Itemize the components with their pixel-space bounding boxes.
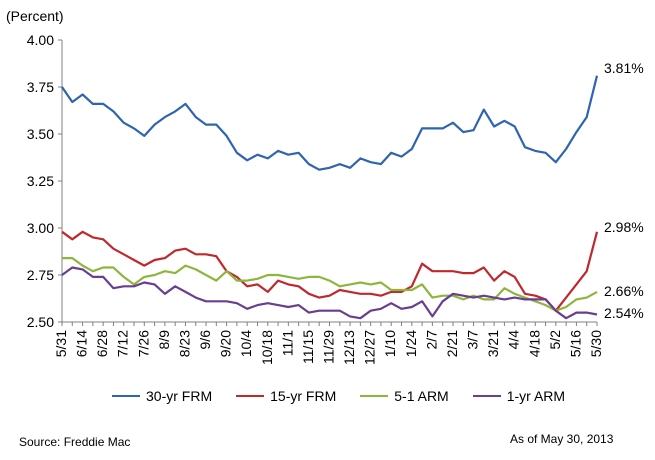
x-tick-label: 11/29 — [321, 330, 337, 364]
y-tick-label: 2.50 — [27, 314, 54, 330]
x-tick-label: 10/18 — [259, 330, 275, 365]
x-tick-label: 7/12 — [115, 330, 131, 357]
legend-item-15yr-frm: 15-yr FRM — [236, 388, 336, 404]
y-tick-label: 3.00 — [27, 220, 54, 236]
legend-swatch — [472, 395, 501, 397]
x-tick-label: 2/7 — [423, 330, 439, 350]
x-tick-label: 1/10 — [382, 330, 398, 357]
chart-legend: 30-yr FRM 15-yr FRM 5-1 ARM 1-yr ARM — [112, 388, 589, 404]
series-end-label: 3.81% — [604, 60, 644, 76]
legend-item-1yr-arm: 1-yr ARM — [472, 388, 566, 404]
series-end-label: 2.66% — [604, 283, 644, 299]
y-tick-label: 3.50 — [27, 126, 54, 142]
x-tick-label: 5/30 — [588, 330, 604, 357]
x-tick-label: 5/16 — [567, 330, 583, 357]
x-tick-label: 4/4 — [506, 330, 522, 350]
series-line — [62, 257, 598, 312]
x-tick-label: 6/14 — [74, 330, 90, 357]
x-tick-label: 5/2 — [547, 330, 563, 350]
x-tick-label: 3/21 — [485, 330, 501, 357]
legend-swatch — [236, 395, 265, 397]
x-tick-label: 7/26 — [135, 330, 151, 357]
series-end-label: 2.98% — [604, 219, 644, 235]
as-of-date: As of May 30, 2013 — [510, 432, 614, 446]
x-tick-label: 5/31 — [53, 330, 69, 357]
legend-item-30yr-frm: 30-yr FRM — [112, 388, 212, 404]
x-tick-label: 10/4 — [238, 330, 254, 357]
y-tick-label: 3.25 — [27, 173, 54, 189]
x-tick-label: 9/20 — [218, 330, 234, 357]
x-tick-label: 4/18 — [526, 330, 542, 357]
x-tick-label: 11/15 — [300, 330, 316, 364]
x-tick-label: 8/23 — [176, 330, 192, 357]
x-tick-label: 1/24 — [403, 330, 419, 357]
y-tick-label: 3.75 — [27, 79, 54, 95]
legend-swatch — [360, 395, 389, 397]
x-tick-label: 2/21 — [444, 330, 460, 357]
series-end-label: 2.54% — [604, 305, 644, 321]
x-tick-label: 12/27 — [362, 330, 378, 365]
x-tick-label: 12/13 — [341, 330, 357, 365]
x-tick-label: 6/28 — [94, 330, 110, 357]
series-line — [61, 75, 599, 171]
legend-label: 5-1 ARM — [394, 388, 449, 404]
source-note: Source: Freddie Mac — [19, 435, 131, 449]
legend-label: 30-yr FRM — [146, 388, 213, 404]
legend-item-5-1-arm: 5-1 ARM — [360, 388, 449, 404]
y-tick-label: 4.00 — [27, 32, 54, 48]
end-labels: 3.81% 2.98% 2.66% 2.54% — [604, 60, 644, 321]
x-tick-label: 9/6 — [197, 330, 213, 350]
y-axis-unit-label: (Percent) — [6, 8, 64, 24]
legend-label: 1-yr ARM — [506, 388, 566, 404]
x-tick-label: 8/9 — [156, 330, 172, 350]
legend-swatch — [112, 395, 140, 397]
y-tick-label: 2.75 — [27, 267, 54, 283]
legend-label: 15-yr FRM — [270, 388, 337, 404]
series-line — [61, 266, 598, 320]
chart-series — [61, 75, 599, 320]
series-line — [61, 230, 599, 312]
chart-axes: 4.00 3.75 3.50 3.25 3.00 2.75 2.505/31 6/14 6/28… — [27, 32, 604, 365]
x-tick-label: 3/7 — [465, 330, 481, 350]
x-tick-label: 11/1 — [279, 330, 295, 356]
